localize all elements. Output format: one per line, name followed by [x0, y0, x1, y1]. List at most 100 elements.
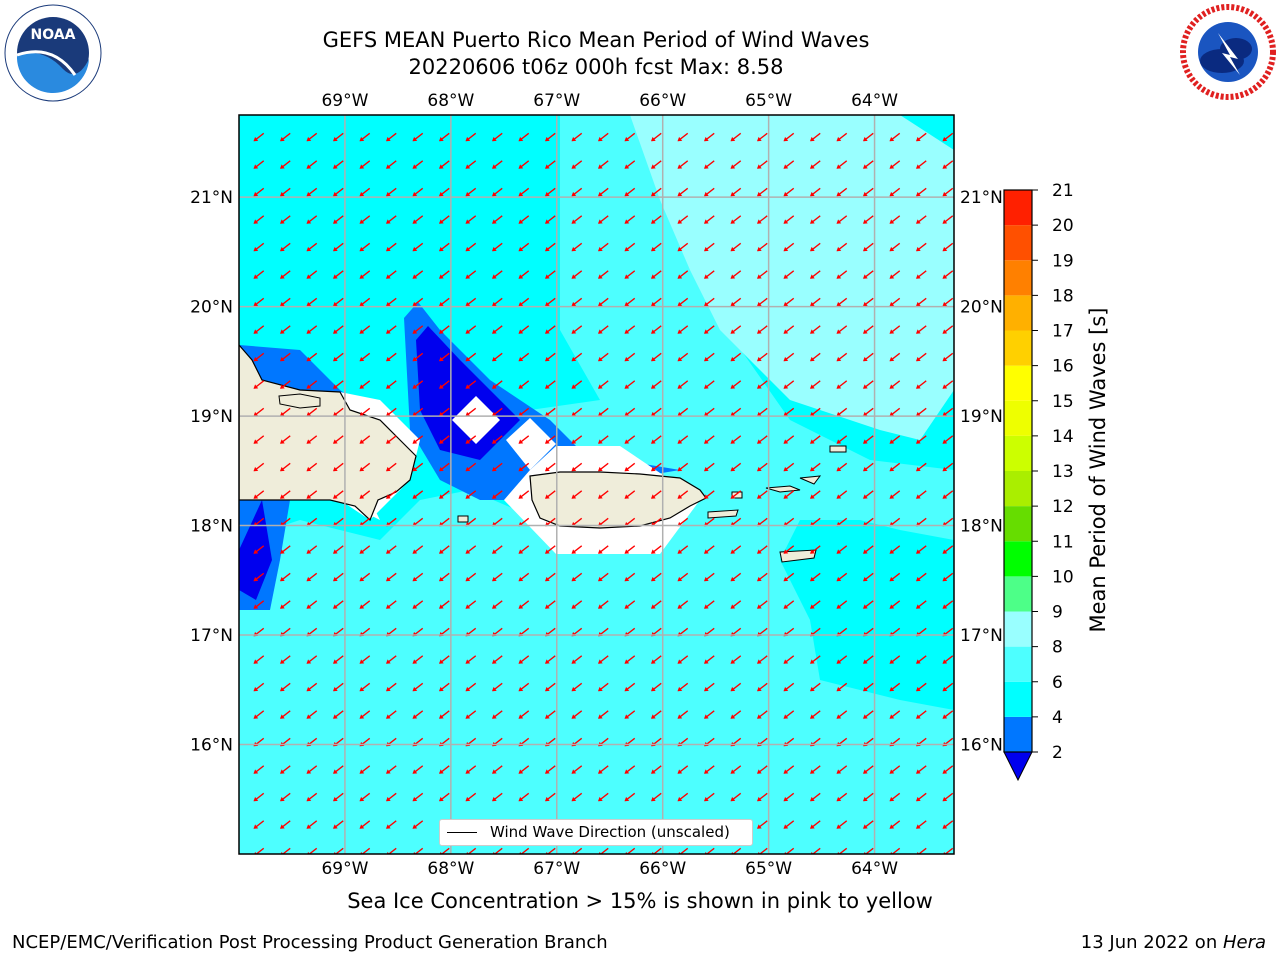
wind-arrow [518, 655, 530, 664]
wind-arrow [597, 765, 609, 774]
wind-arrow [385, 242, 397, 252]
lat-label-left: 18°N [190, 517, 233, 537]
wind-arrow [571, 682, 583, 692]
wind-arrow [544, 132, 556, 142]
wind-arrow [359, 792, 371, 802]
wind-arrow [862, 710, 874, 719]
wind-arrow [836, 407, 848, 417]
wind-arrow [385, 435, 397, 444]
wind-arrow [359, 462, 371, 472]
wind-arrow [862, 242, 874, 252]
wind-arrow [412, 655, 424, 664]
wind-arrow [915, 545, 927, 554]
wind-arrow [703, 352, 715, 362]
wind-arrow [836, 132, 848, 142]
wind-arrow [359, 710, 371, 719]
wind-arrow [889, 435, 901, 444]
wind-arrow [385, 160, 397, 169]
island [278, 393, 321, 409]
wind-arrow [412, 380, 424, 389]
wind-arrow [279, 215, 291, 224]
wind-arrow [491, 297, 503, 307]
wind-arrow [385, 462, 397, 472]
wind-arrow [862, 215, 874, 224]
wind-arrow [597, 462, 609, 472]
wind-arrow [730, 710, 742, 719]
footer-credit: NCEP/EMC/Verification Post Processing Pr… [12, 932, 608, 953]
wind-arrow [597, 490, 609, 499]
wind-arrow [597, 297, 609, 307]
wind-arrow [465, 297, 477, 307]
wind-arrow [836, 545, 848, 554]
wind-arrow [783, 545, 795, 554]
wind-arrow [783, 435, 795, 444]
wind-arrow [730, 847, 742, 854]
wind-arrow [942, 132, 954, 142]
wind-arrow [862, 765, 874, 774]
wind-arrow [544, 600, 556, 609]
wind-arrow [889, 325, 901, 334]
wind-arrow [889, 820, 901, 829]
wind-arrow [862, 380, 874, 389]
wind-arrow [624, 270, 636, 279]
wind-arrow [730, 600, 742, 609]
wind-arrow [332, 572, 344, 582]
wind-arrow [756, 847, 768, 854]
wind-arrow [279, 270, 291, 279]
wind-arrow [836, 187, 848, 197]
wind-arrow [730, 297, 742, 307]
wind-arrow [491, 215, 503, 224]
wind-arrow [730, 462, 742, 472]
wind-arrow [332, 270, 344, 279]
wind-arrow [438, 600, 450, 609]
lon-label-top: 67°W [533, 91, 580, 111]
wind-arrow [359, 682, 371, 692]
wind-arrow [650, 352, 662, 362]
wind-arrow [889, 187, 901, 197]
wind-arrow [624, 572, 636, 582]
wind-arrow [332, 215, 344, 224]
lat-label-left: 19°N [190, 407, 233, 427]
wind-arrow [491, 765, 503, 774]
wind-arrow [279, 600, 291, 609]
wind-arrow [438, 352, 450, 362]
wind-arrow [306, 215, 318, 224]
wind-arrow [915, 490, 927, 499]
wind-arrow [597, 160, 609, 169]
colorbar-swatch [1004, 225, 1032, 261]
wind-arrow [942, 325, 954, 334]
wind-arrow [677, 435, 689, 444]
wind-arrow [942, 655, 954, 664]
wind-arrow [253, 325, 265, 334]
wind-arrow [730, 765, 742, 774]
wind-arrow [703, 325, 715, 334]
wind-arrow [518, 600, 530, 609]
colorbar-tick-label: 8 [1052, 638, 1063, 658]
map-frame [238, 114, 955, 855]
wind-arrow [730, 325, 742, 334]
wind-arrow [253, 380, 265, 389]
wind-arrow [889, 242, 901, 252]
wind-arrow [942, 435, 954, 444]
wind-arrow [915, 325, 927, 334]
colorbar-tick-label: 19 [1052, 251, 1074, 271]
wind-arrow [889, 710, 901, 719]
wind-arrow [597, 270, 609, 279]
wind-arrow [862, 325, 874, 334]
wind-arrow [385, 572, 397, 582]
wind-arrow [332, 187, 344, 197]
wind-arrow [412, 160, 424, 169]
wind-arrow [783, 132, 795, 142]
wind-arrow [438, 710, 450, 719]
sea-ice-note: Sea Ice Concentration > 15% is shown in … [347, 889, 933, 913]
wind-arrow [756, 270, 768, 279]
wind-arrow [730, 490, 742, 499]
wind-arrow [359, 380, 371, 389]
wind-arrow [491, 600, 503, 609]
wind-arrow [465, 847, 477, 854]
wind-arrow [544, 765, 556, 774]
wind-arrow [942, 792, 954, 802]
wind-arrow [385, 407, 397, 417]
wind-arrow [253, 572, 265, 582]
wind-arrow [332, 242, 344, 252]
